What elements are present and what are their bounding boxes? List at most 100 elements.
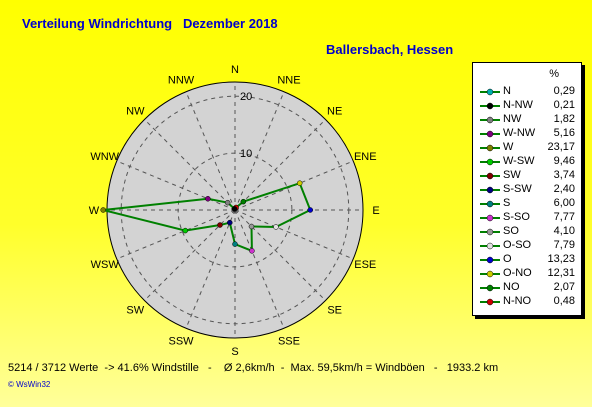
tick-label-10: 10	[240, 148, 252, 160]
direction-label-ssw: SSW	[169, 335, 195, 347]
data-point-ene	[296, 180, 303, 186]
legend-swatch	[480, 242, 500, 250]
direction-label-wsw: WSW	[91, 259, 120, 271]
chart-location: Ballersbach, Hessen	[326, 42, 454, 57]
spoke-nne	[234, 91, 285, 211]
legend-item: N-NO 0,48	[479, 295, 575, 308]
legend-label: SO	[503, 225, 519, 237]
data-point-ne	[240, 198, 247, 205]
data-point-se	[248, 223, 255, 230]
spoke-ese	[234, 209, 354, 260]
data-point-sw	[217, 222, 223, 228]
legend-swatch	[480, 256, 500, 264]
legend-item: W-SW 9,46	[479, 155, 575, 168]
legend-label: S-SW	[503, 183, 532, 195]
legend-swatch	[480, 200, 500, 208]
legend-item: S-SW 2,40	[479, 183, 575, 196]
data-point-ese	[273, 224, 279, 230]
legend-value: 12,31	[547, 267, 575, 279]
direction-label-se: SE	[327, 305, 342, 317]
data-point-nnw	[231, 206, 238, 212]
legend-label: SW	[503, 169, 521, 181]
legend-label: W	[503, 141, 514, 153]
legend-value: 7,77	[553, 211, 575, 223]
data-point-e	[307, 207, 314, 213]
legend-item: S 6,00	[479, 197, 575, 210]
legend-item: S-SO 7,77	[479, 211, 575, 224]
legend-swatch	[480, 186, 500, 194]
data-point-wsw	[182, 227, 189, 234]
legend-unit: %	[549, 68, 559, 80]
spoke-nw	[144, 119, 236, 211]
legend-value: 0,29	[553, 85, 575, 97]
legend-label: N-NO	[503, 295, 532, 307]
legend-value: 6,00	[553, 197, 575, 209]
data-point-nw	[224, 199, 231, 206]
legend-value: 5,16	[553, 127, 575, 139]
spoke-sse	[234, 209, 285, 329]
legend-label: N	[503, 85, 511, 97]
spoke-ne	[234, 119, 326, 211]
legend-swatch	[480, 214, 500, 222]
legend-value: 0,21	[553, 99, 575, 111]
credit-label: © WsWin32	[8, 380, 51, 389]
legend-swatch	[480, 158, 500, 166]
legend-item: SW 3,74	[479, 169, 575, 182]
legend-item: O-SO 7,79	[479, 239, 575, 252]
legend-label: O	[503, 253, 512, 265]
spoke-wsw	[116, 209, 236, 260]
legend-item: W 23,17	[479, 141, 575, 154]
legend-item: NW 1,82	[479, 113, 575, 126]
legend-swatch	[480, 88, 500, 96]
legend-box: % N 0,29 N-NW 0,21 NW 1,82 W-NW 5,16 W 23,17 W-SW 9…	[472, 62, 582, 316]
spoke-nnw	[185, 91, 236, 211]
legend-item: N 0,29	[479, 85, 575, 98]
direction-label-sw: SW	[126, 305, 144, 317]
direction-label-sse: SSE	[278, 335, 300, 347]
direction-label-s: S	[231, 346, 238, 358]
legend-label: N-NW	[503, 99, 533, 111]
spoke-se	[234, 209, 326, 301]
legend-label: S	[503, 197, 511, 209]
legend-item: W-NW 5,16	[479, 127, 575, 140]
direction-label-ne: NE	[327, 105, 342, 117]
direction-label-nne: NNE	[277, 75, 300, 87]
legend-value: 2,07	[553, 281, 575, 293]
data-point-wnw	[205, 196, 211, 202]
legend-swatch	[480, 130, 500, 138]
legend-label: O-NO	[503, 267, 532, 279]
legend-value: 13,23	[547, 253, 575, 265]
legend-swatch	[480, 284, 500, 292]
spoke-sw	[144, 209, 236, 301]
direction-label-wnw: WNW	[90, 151, 119, 163]
spoke-wnw	[116, 160, 236, 211]
legend-value: 0,48	[553, 295, 575, 307]
direction-label-nw: NW	[126, 105, 145, 117]
legend-value: 9,46	[553, 155, 575, 167]
direction-label-ese: ESE	[354, 259, 376, 271]
spoke-ssw	[185, 209, 236, 329]
legend-value: 4,10	[553, 225, 575, 237]
legend-item: O 13,23	[479, 253, 575, 266]
direction-label-nnw: NNW	[168, 75, 195, 87]
legend-label: W-SW	[503, 155, 535, 167]
legend-value: 7,79	[553, 239, 575, 251]
legend-label: NO	[503, 281, 520, 293]
chart-title: Verteilung Windrichtung Dezember 2018	[22, 16, 278, 31]
legend-swatch	[480, 298, 500, 306]
tick-label-20: 20	[240, 91, 252, 103]
legend-swatch	[480, 270, 500, 278]
legend-swatch	[480, 102, 500, 110]
legend-value: 1,82	[553, 113, 575, 125]
direction-label-w: W	[89, 205, 100, 217]
legend-value: 23,17	[547, 141, 575, 153]
legend-label: O-SO	[503, 239, 532, 251]
data-point-ssw	[227, 219, 233, 226]
legend-value: 3,74	[553, 169, 575, 181]
legend-item: N-NW 0,21	[479, 99, 575, 112]
legend-value: 2,40	[553, 183, 575, 195]
legend-swatch	[480, 116, 500, 124]
data-point-s	[232, 241, 238, 247]
data-point-sse	[249, 248, 255, 254]
